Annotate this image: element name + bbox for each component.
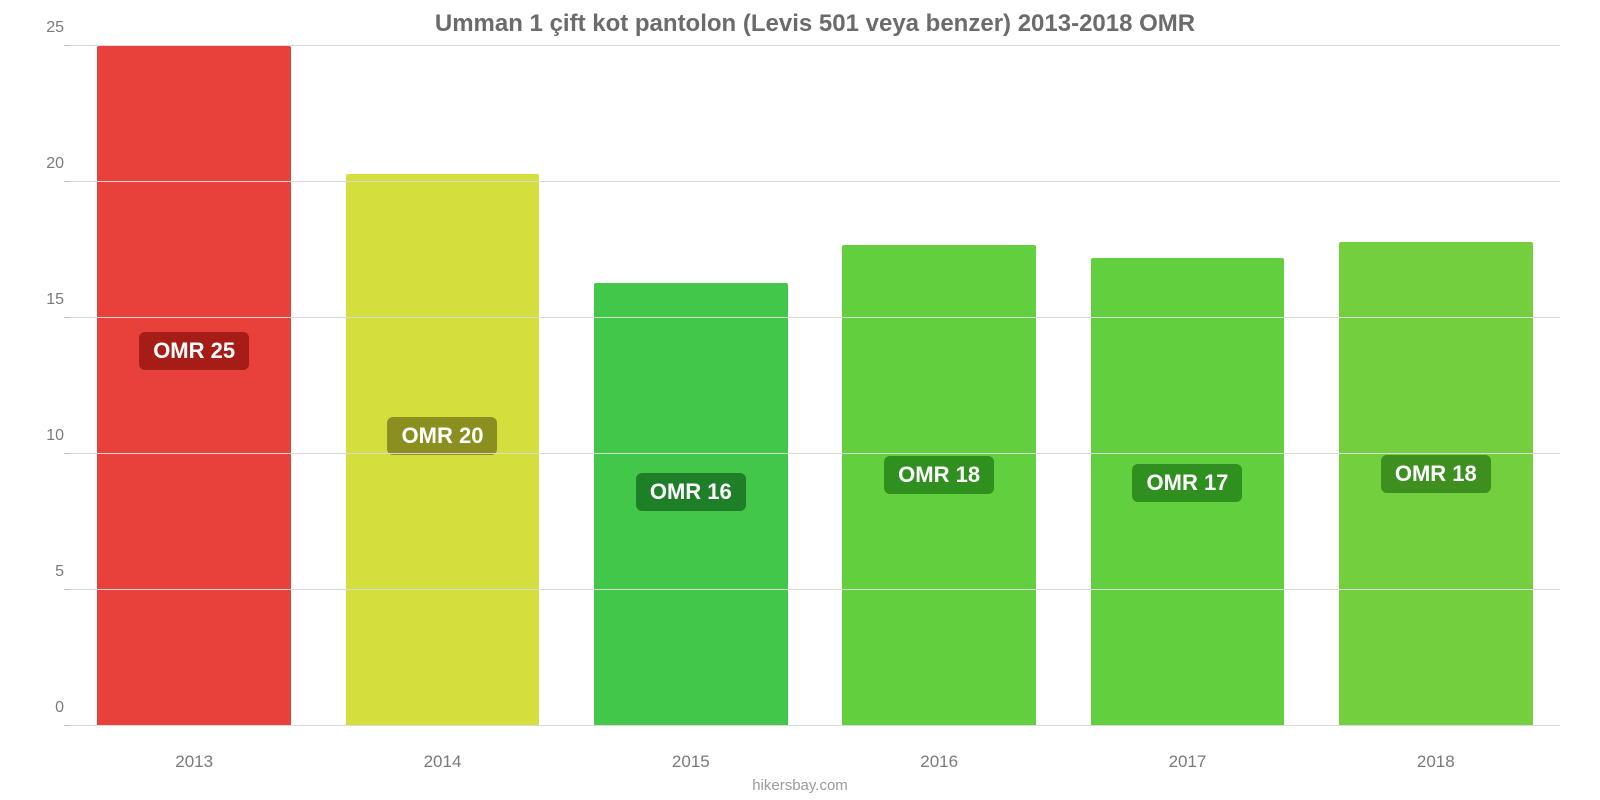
value-badge: OMR 16 bbox=[636, 473, 746, 511]
bar: OMR 16 bbox=[594, 283, 788, 726]
value-badge: OMR 17 bbox=[1133, 464, 1243, 502]
chart-title: Umman 1 çift kot pantolon (Levis 501 vey… bbox=[70, 10, 1560, 38]
bar: OMR 18 bbox=[1339, 242, 1533, 726]
y-tick-label: 15 bbox=[30, 291, 64, 309]
grid-line bbox=[70, 181, 1560, 182]
bars-container: OMR 25 OMR 20 OMR 16 OMR 18 OMR 17 OMR 18 bbox=[70, 46, 1560, 726]
x-tick-label: 2015 bbox=[567, 752, 815, 772]
bar: OMR 20 bbox=[346, 174, 540, 726]
y-tick-mark bbox=[64, 725, 70, 726]
value-badge: OMR 18 bbox=[1381, 455, 1491, 493]
bar-slot: OMR 18 bbox=[815, 46, 1063, 726]
y-tick-mark bbox=[64, 317, 70, 318]
bar-slot: OMR 25 bbox=[70, 46, 318, 726]
bar-slot: OMR 20 bbox=[318, 46, 566, 726]
bar: OMR 17 bbox=[1091, 258, 1285, 726]
price-bar-chart: Umman 1 çift kot pantolon (Levis 501 vey… bbox=[0, 0, 1600, 800]
y-tick-mark bbox=[64, 453, 70, 454]
y-tick-label: 10 bbox=[30, 427, 64, 445]
y-tick-mark bbox=[64, 589, 70, 590]
grid-line bbox=[70, 589, 1560, 590]
grid-line bbox=[70, 317, 1560, 318]
y-tick-label: 20 bbox=[30, 155, 64, 173]
value-badge: OMR 25 bbox=[139, 332, 249, 370]
y-tick-mark bbox=[64, 45, 70, 46]
y-tick-label: 5 bbox=[30, 563, 64, 581]
x-tick-label: 2014 bbox=[318, 752, 566, 772]
bar-slot: OMR 18 bbox=[1312, 46, 1560, 726]
bar-slot: OMR 16 bbox=[567, 46, 815, 726]
value-badge: OMR 18 bbox=[884, 456, 994, 494]
y-tick-label: 0 bbox=[30, 699, 64, 717]
x-tick-label: 2016 bbox=[815, 752, 1063, 772]
y-tick-mark bbox=[64, 181, 70, 182]
x-tick-label: 2013 bbox=[70, 752, 318, 772]
x-tick-label: 2017 bbox=[1063, 752, 1311, 772]
grid-line bbox=[70, 45, 1560, 46]
source-label: hikersbay.com bbox=[0, 777, 1600, 794]
bar: OMR 25 bbox=[97, 46, 291, 726]
bar-slot: OMR 17 bbox=[1063, 46, 1311, 726]
value-badge: OMR 20 bbox=[388, 417, 498, 455]
plot-area: OMR 25OMR 20OMR 16OMR 18OMR 17OMR 18 051… bbox=[70, 46, 1560, 726]
y-tick-label: 25 bbox=[30, 19, 64, 37]
x-tick-label: 2018 bbox=[1312, 752, 1560, 772]
grid-line bbox=[70, 453, 1560, 454]
x-axis: 201320142015201620172018 bbox=[70, 752, 1560, 772]
grid-line bbox=[70, 725, 1560, 726]
